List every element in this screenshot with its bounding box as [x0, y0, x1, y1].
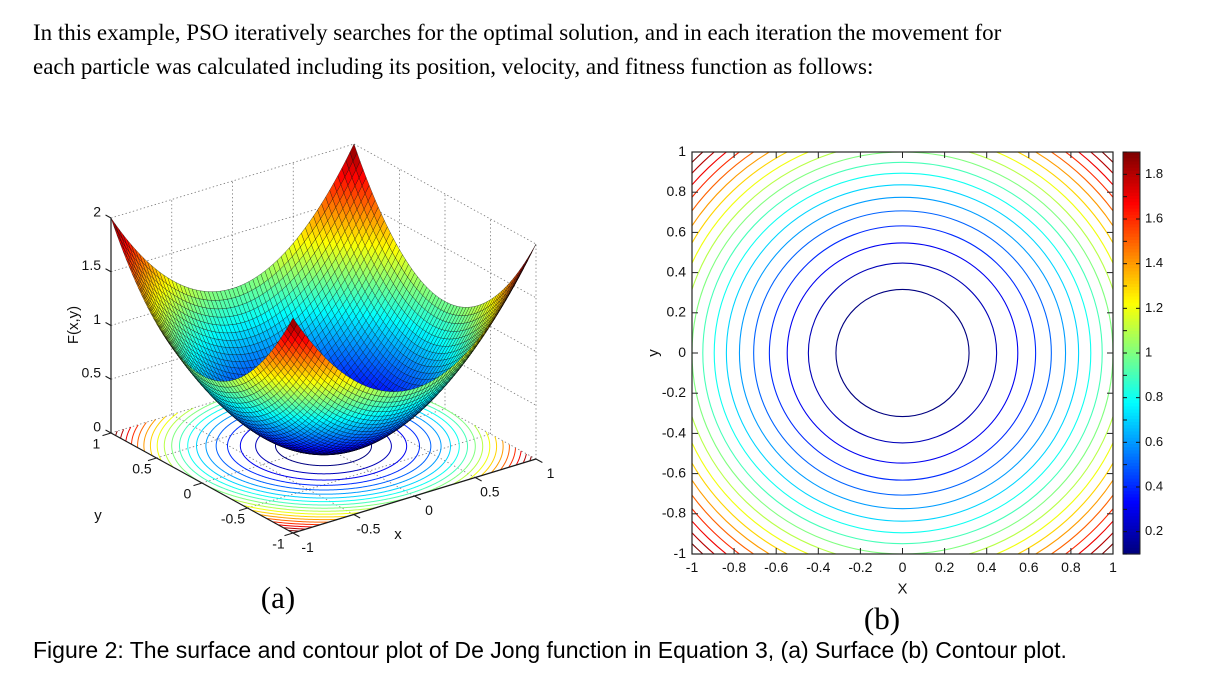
subfigure-b-label: (b)	[863, 601, 901, 636]
contour-plot-canvas	[640, 133, 1218, 603]
surface-plot-canvas	[30, 125, 630, 605]
figure-caption: Figure 2: The surface and contour plot o…	[33, 637, 1067, 663]
subfigure-a-label: (a)	[260, 580, 296, 615]
intro-paragraph: In this example, PSO iteratively searche…	[33, 16, 1001, 84]
intro-line-1: In this example, PSO iteratively searche…	[33, 20, 1002, 45]
intro-line-2: each particle was calculated including i…	[33, 54, 874, 79]
